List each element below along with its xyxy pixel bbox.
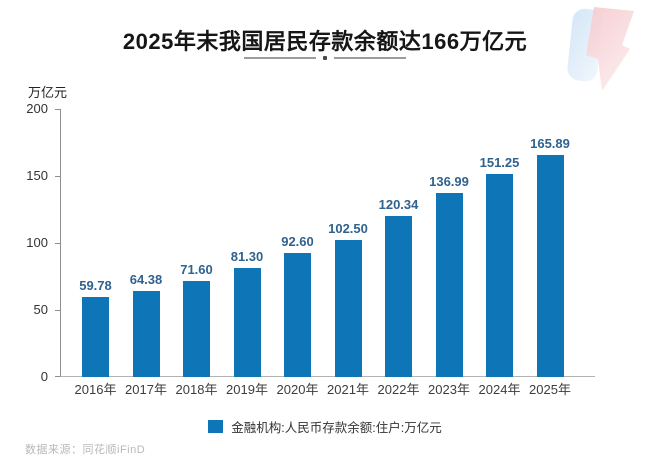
bar-value-label: 120.34 [378, 197, 419, 212]
x-tick-label: 2019年 [226, 382, 268, 397]
y-tick-mark [55, 376, 60, 377]
x-axis-labels: 2016年 2017年 2018年 2019年 2020年 2021年 2022年 2023年… [60, 382, 595, 400]
bar-value-label: 71.60 [180, 262, 213, 277]
bar-value-label: 59.78 [79, 278, 112, 293]
bar-value-label: 102.50 [328, 221, 368, 236]
legend-swatch [208, 420, 224, 433]
bar-value-label: 81.30 [230, 249, 264, 264]
x-tick-label: 2017年 [125, 382, 167, 397]
y-tick-mark [55, 176, 60, 177]
y-axis-unit-label: 万亿元 [28, 85, 68, 100]
y-tick-label: 200 [26, 101, 48, 116]
x-tick-label: 2016年 [74, 382, 117, 397]
bar [385, 216, 412, 377]
legend: 金融机构:人民币存款余额:住户:万亿元 [0, 417, 650, 436]
x-tick-label: 2025年 [529, 382, 571, 397]
bar-value-label: 136.99 [429, 174, 469, 189]
bar [284, 253, 311, 377]
y-tick-label: 100 [26, 235, 48, 250]
data-source: 数据来源：同花顺iFinD [25, 444, 146, 456]
y-tick-label: 50 [33, 302, 48, 317]
x-tick-label: 2020年 [276, 382, 319, 397]
y-axis: 0 50 100 150 200 [0, 101, 60, 384]
bar-value-label: 151.25 [479, 155, 520, 170]
page-title: 2025年末我国居民存款余额达166万亿元 [122, 29, 528, 54]
bar [435, 193, 463, 377]
x-tick-label: 2021年 [327, 382, 369, 397]
bar [536, 155, 564, 377]
bar-value-label: 64.38 [129, 272, 163, 287]
bar-value-label: 165.89 [530, 136, 570, 151]
bars-layer: 59.78 64.38 71.60 81.30 92.60 102.50 120.34 136… [60, 109, 595, 377]
bar-value-label: 92.60 [281, 234, 314, 249]
divider-dot [323, 56, 327, 60]
y-tick-label: 0 [40, 369, 48, 384]
x-tick-label: 2022年 [377, 382, 420, 397]
bar [334, 240, 362, 377]
y-tick-mark [55, 109, 60, 110]
x-tick-label: 2023年 [428, 382, 470, 397]
bar [132, 291, 160, 377]
y-tick-mark [55, 243, 60, 244]
x-tick-label: 2018年 [175, 382, 218, 397]
bar [183, 281, 210, 377]
legend-label: 金融机构:人民币存款余额:住户:万亿元 [231, 421, 442, 435]
x-tick-label: 2024年 [478, 382, 521, 397]
divider-line-left [244, 57, 316, 59]
y-tick-label: 150 [26, 168, 48, 183]
plot-area [60, 109, 595, 377]
bar [486, 174, 513, 377]
bar [233, 268, 261, 377]
bar [82, 297, 109, 377]
divider-line-right [334, 57, 406, 59]
title-divider [0, 56, 650, 60]
y-tick-mark [55, 310, 60, 311]
